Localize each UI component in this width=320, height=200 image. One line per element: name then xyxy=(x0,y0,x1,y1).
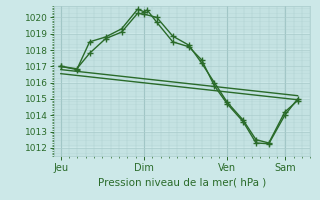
X-axis label: Pression niveau de la mer( hPa ): Pression niveau de la mer( hPa ) xyxy=(98,177,267,187)
